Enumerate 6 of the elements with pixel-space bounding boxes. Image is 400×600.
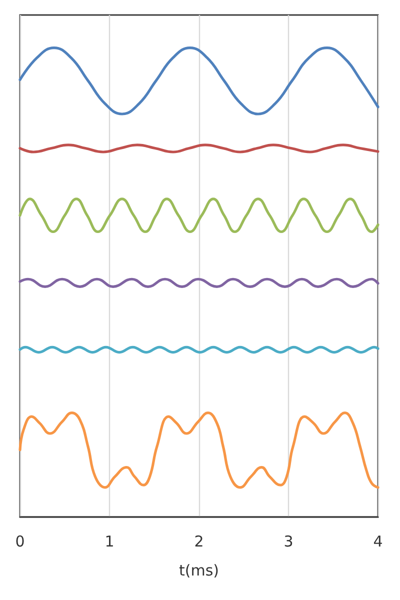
x-axis-title: t(ms) bbox=[178, 562, 220, 580]
x-tick-label: 0 bbox=[15, 532, 25, 550]
x-tick-label: 1 bbox=[104, 532, 114, 550]
x-tick-label: 3 bbox=[284, 532, 294, 550]
x-tick-label: 4 bbox=[373, 532, 383, 550]
x-tick-label: 2 bbox=[194, 532, 204, 550]
